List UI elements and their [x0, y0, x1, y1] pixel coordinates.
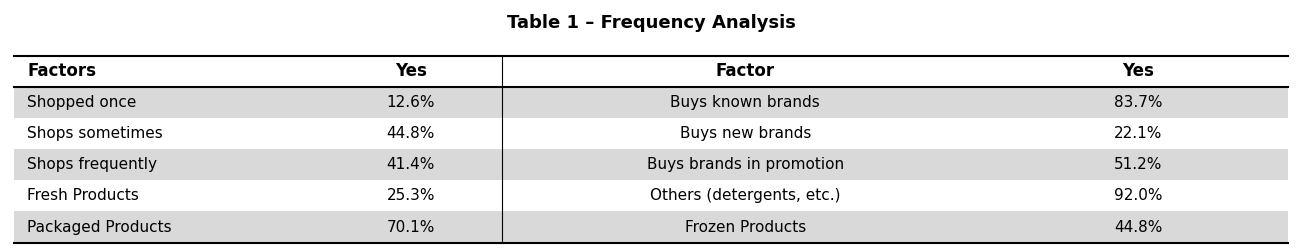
Text: 12.6%: 12.6% [387, 95, 435, 110]
Text: 83.7%: 83.7% [1115, 95, 1163, 110]
Text: Yes: Yes [1122, 62, 1154, 80]
Text: 25.3%: 25.3% [387, 188, 435, 203]
Text: 44.8%: 44.8% [387, 126, 435, 141]
Text: 41.4%: 41.4% [387, 157, 435, 172]
Text: Shopped once: Shopped once [27, 95, 137, 110]
Text: 44.8%: 44.8% [1115, 220, 1163, 235]
Text: Factors: Factors [27, 62, 96, 80]
Text: Others (detergents, etc.): Others (detergents, etc.) [650, 188, 841, 203]
Text: Frozen Products: Frozen Products [685, 220, 806, 235]
Text: Factor: Factor [716, 62, 775, 80]
FancyBboxPatch shape [14, 87, 1288, 118]
FancyBboxPatch shape [14, 149, 1288, 180]
FancyBboxPatch shape [14, 211, 1288, 243]
Text: 22.1%: 22.1% [1115, 126, 1163, 141]
Text: Yes: Yes [395, 62, 427, 80]
Text: 92.0%: 92.0% [1115, 188, 1163, 203]
Text: Buys new brands: Buys new brands [680, 126, 811, 141]
Text: Packaged Products: Packaged Products [27, 220, 172, 235]
Text: 51.2%: 51.2% [1115, 157, 1163, 172]
Text: Shops frequently: Shops frequently [27, 157, 158, 172]
Text: Fresh Products: Fresh Products [27, 188, 139, 203]
Text: Buys known brands: Buys known brands [671, 95, 820, 110]
Text: Table 1 – Frequency Analysis: Table 1 – Frequency Analysis [506, 14, 796, 32]
Text: 70.1%: 70.1% [387, 220, 435, 235]
Text: Shops sometimes: Shops sometimes [27, 126, 163, 141]
Text: Buys brands in promotion: Buys brands in promotion [647, 157, 844, 172]
